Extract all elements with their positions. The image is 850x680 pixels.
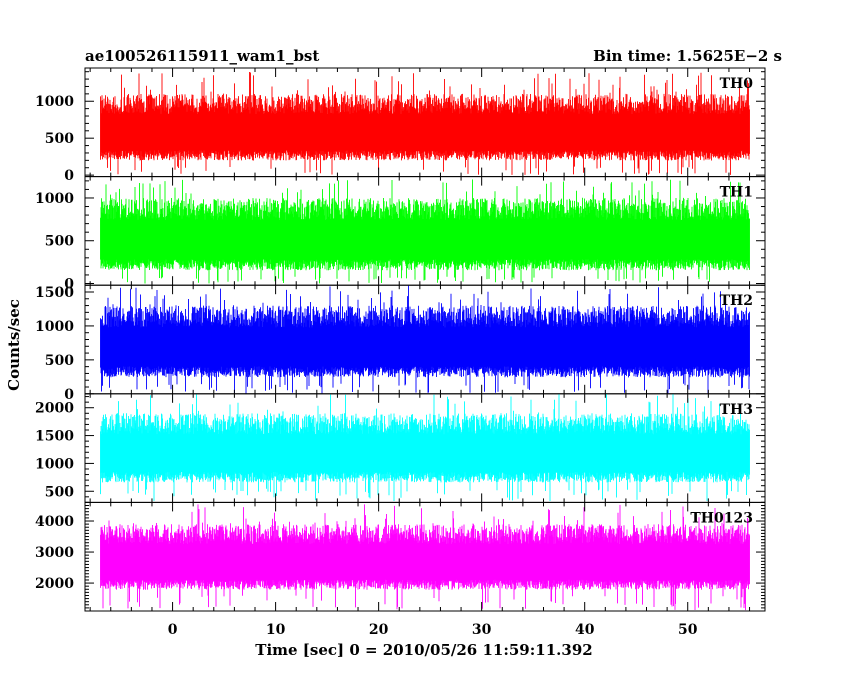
- y-tick-label-th0123: 2000: [35, 576, 74, 592]
- panel-th0123-frame: [84, 501, 766, 612]
- x-axis-label: Time [sec] 0 = 2010/05/26 11:59:11.392: [255, 641, 592, 659]
- panel-label-th2: TH2: [720, 293, 753, 309]
- y-tick-label-th0123: 4000: [35, 514, 74, 530]
- title-left: ae100526115911_wam1_bst: [85, 47, 319, 65]
- x-tick-label: 10: [266, 622, 286, 638]
- title-right: Bin time: 1.5625E−2 s: [593, 47, 782, 65]
- series-th3-curve: [100, 394, 750, 501]
- y-tick-label-th3: 2000: [35, 401, 74, 417]
- y-tick-label-th3: 1000: [35, 456, 74, 472]
- series-th1-curve: [100, 179, 750, 284]
- y-tick-label-th1: 0: [64, 276, 74, 292]
- x-tick-label: 20: [369, 622, 389, 638]
- y-tick-label-th0: 0: [64, 168, 74, 184]
- series-th2-curve: [100, 285, 750, 394]
- y-tick-label-th2: 500: [45, 353, 74, 369]
- y-tick-label-th1: 500: [45, 234, 74, 250]
- y-tick-label-th0123: 3000: [35, 545, 74, 561]
- series-th0-curve: [100, 72, 750, 175]
- y-axis-label: Counts/sec: [5, 299, 23, 391]
- y-tick-label-th2: 0: [64, 387, 74, 403]
- x-tick-label: 30: [472, 622, 492, 638]
- panel-label-th1: TH1: [720, 185, 753, 201]
- y-tick-label-th1: 1000: [35, 191, 74, 207]
- y-tick-label-th0: 500: [45, 131, 74, 147]
- y-tick-label-th3: 500: [45, 484, 74, 500]
- panel-label-th0: TH0: [720, 76, 754, 92]
- y-tick-label-th2: 1500: [35, 285, 74, 301]
- y-tick-label-th2: 1000: [35, 319, 74, 335]
- x-tick-label: 50: [678, 622, 698, 638]
- y-tick-label-th3: 1500: [35, 429, 74, 445]
- y-tick-label-th0: 1000: [35, 94, 74, 110]
- panel-label-th3: TH3: [720, 402, 753, 418]
- x-tick-label: 0: [168, 622, 178, 638]
- panel-label-th0123: TH0123: [690, 510, 753, 526]
- series-th0123-curve: [100, 504, 750, 611]
- x-tick-label: 40: [575, 622, 595, 638]
